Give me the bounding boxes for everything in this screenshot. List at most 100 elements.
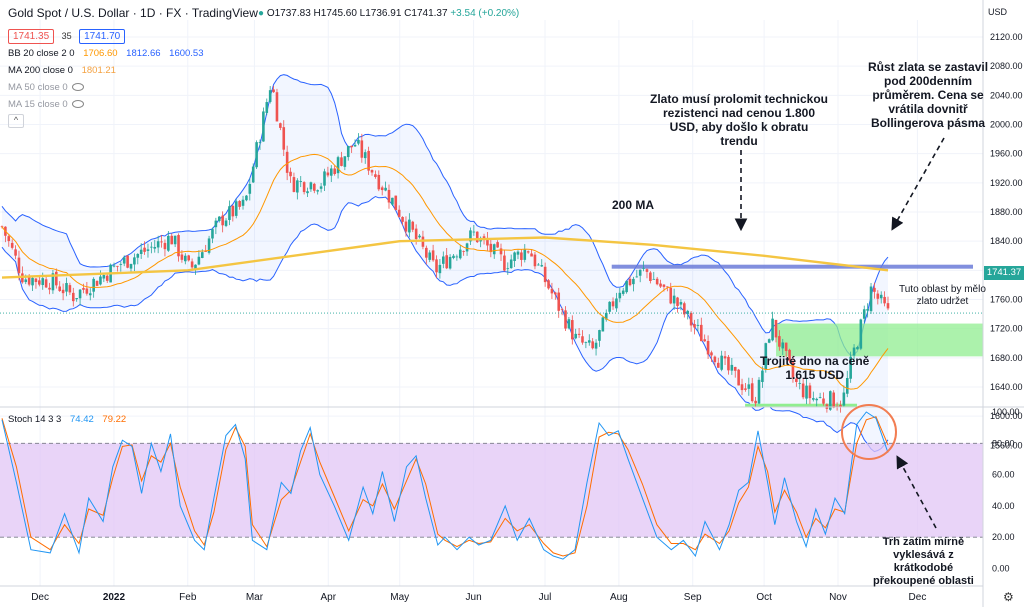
stoch-band [0,443,983,538]
price-tick-label: 2080.00 [990,61,1023,71]
sell-button[interactable]: 1741.35 [8,29,55,44]
candle-body [268,90,272,102]
candle-body [683,303,686,315]
candle-body [652,278,656,280]
candle-body [781,342,785,349]
time-tick-label: May [390,592,409,603]
price-tick-label: 2120.00 [990,32,1023,42]
candle-body [686,310,690,314]
candle-body [710,352,713,356]
buy-button[interactable]: 1741.70 [79,29,126,44]
candle-body [689,312,693,326]
ma15-label: MA 15 close 0 [8,99,68,110]
candle-body [167,235,170,251]
bb-upper-value: 1812.66 [126,48,161,59]
stoch-tick-label: 20.00 [992,532,1015,542]
candle-body [798,383,802,384]
candle-body [883,296,886,304]
candle-body [275,92,279,122]
candle-body [160,241,163,243]
settings-gear-icon[interactable]: ⚙ [1003,590,1014,604]
candle-body [581,336,584,343]
candle-body [224,220,228,226]
ma200-value: 1801.21 [81,65,116,76]
candle-body [105,275,109,281]
time-tick-label: Sep [684,592,702,603]
candle-body [740,384,744,391]
candle-body [540,265,544,267]
candle-body [350,145,353,148]
hidden-eye-icon[interactable] [71,100,84,109]
bid-ask: 1741.35 35 1741.70 [8,26,126,44]
price-tick-label: 1560.00 [990,440,1023,450]
currency-label[interactable]: USD [988,7,1008,17]
candle-body [143,247,146,252]
candle-body [177,235,180,257]
time-tick-label: Feb [179,592,197,603]
candle-body [842,392,846,406]
candle-body [353,144,357,147]
bollinger-bands [1,74,889,453]
candle-body [608,301,611,312]
candle-body [204,251,207,252]
candle-body [784,342,788,351]
candle-body [343,156,347,167]
candle-body [360,140,364,158]
candle-body [788,349,791,362]
candle-body [591,341,594,349]
stoch-tick-label: 80.00 [992,438,1015,448]
candle-body [523,249,527,260]
ma200-legend[interactable]: MA 200 close 0 1801.21 [8,65,116,76]
stoch-k-value: 74.42 [70,414,94,425]
candle-body [693,324,696,328]
candle-body [221,215,224,226]
candle-body [496,242,499,248]
price-tick-label: 1760.00 [990,295,1023,305]
candle-body [346,145,350,158]
candle-body [255,142,258,168]
candle-body [214,220,218,228]
candle-body [82,288,85,290]
bb-legend[interactable]: BB 20 close 2 0 1706.60 1812.66 1600.53 [8,48,204,59]
candle-body [679,302,683,305]
candle-body [292,177,296,192]
candle-body [150,246,153,248]
ma15-legend[interactable]: MA 15 close 0 [8,99,84,110]
candle-body [808,385,812,399]
time-tick-label: Nov [829,592,847,603]
candle-body [645,269,649,272]
candle-body [313,183,316,191]
candle-body [716,362,720,368]
candle-body [391,197,394,205]
ohlc-values: O1737.83 H1745.60 L1736.91 C1741.37 [266,8,448,19]
price-tick-label: 1960.00 [990,149,1023,159]
candle-body [669,287,673,304]
candle-body [543,266,547,283]
triple-bottom-line [745,403,858,407]
candle-body [509,259,513,269]
candle-body [296,180,299,193]
stoch-legend[interactable]: Stoch 14 3 3 74.42 79.22 [8,414,126,425]
candle-body [194,264,197,270]
price-tick-label: 2040.00 [990,90,1023,100]
support-zone [611,264,983,407]
candle-body [217,216,221,222]
hidden-eye-icon[interactable] [71,83,84,92]
candle-body [146,249,150,251]
candle-body [676,297,679,306]
stall-annotation: Růst zlata se zastavil pod 200denním prů… [868,60,989,130]
candle-body [713,356,717,363]
candle-body [14,249,17,256]
price-tick-label: 1880.00 [990,207,1023,217]
candle-body [818,397,822,398]
candle-body [564,310,567,329]
collapse-chevron-icon[interactable]: ^ [8,114,24,128]
candle-body [92,278,95,292]
ma50-legend[interactable]: MA 50 close 0 [8,82,84,93]
candle-body [31,277,34,286]
candle-body [506,268,510,270]
bb-fill [2,74,888,452]
candle-body [112,265,116,267]
